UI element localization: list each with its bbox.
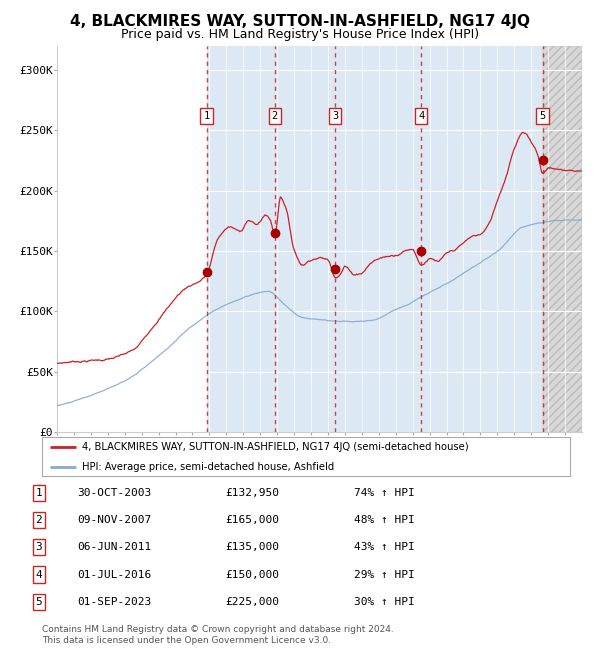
Text: 29% ↑ HPI: 29% ↑ HPI xyxy=(353,569,415,580)
Text: 74% ↑ HPI: 74% ↑ HPI xyxy=(353,488,415,498)
Text: 4: 4 xyxy=(35,569,43,580)
Text: £150,000: £150,000 xyxy=(225,569,279,580)
Text: 4: 4 xyxy=(418,111,424,121)
Text: 3: 3 xyxy=(35,542,43,552)
Text: 01-SEP-2023: 01-SEP-2023 xyxy=(77,597,151,607)
Text: £132,950: £132,950 xyxy=(225,488,279,498)
Text: 43% ↑ HPI: 43% ↑ HPI xyxy=(353,542,415,552)
Text: Price paid vs. HM Land Registry's House Price Index (HPI): Price paid vs. HM Land Registry's House … xyxy=(121,28,479,41)
Bar xyxy=(206,46,542,432)
Bar xyxy=(542,46,582,432)
Text: 09-NOV-2007: 09-NOV-2007 xyxy=(77,515,151,525)
Text: 5: 5 xyxy=(35,597,43,607)
Text: 2: 2 xyxy=(35,515,43,525)
Text: 2: 2 xyxy=(272,111,278,121)
Text: 4, BLACKMIRES WAY, SUTTON-IN-ASHFIELD, NG17 4JQ: 4, BLACKMIRES WAY, SUTTON-IN-ASHFIELD, N… xyxy=(70,14,530,29)
Text: 4, BLACKMIRES WAY, SUTTON-IN-ASHFIELD, NG17 4JQ (semi-detached house): 4, BLACKMIRES WAY, SUTTON-IN-ASHFIELD, N… xyxy=(82,441,468,452)
Text: 48% ↑ HPI: 48% ↑ HPI xyxy=(353,515,415,525)
Text: £225,000: £225,000 xyxy=(225,597,279,607)
Text: £135,000: £135,000 xyxy=(225,542,279,552)
Text: 1: 1 xyxy=(203,111,209,121)
Text: 01-JUL-2016: 01-JUL-2016 xyxy=(77,569,151,580)
Text: Contains HM Land Registry data © Crown copyright and database right 2024.
This d: Contains HM Land Registry data © Crown c… xyxy=(42,625,394,645)
Text: 30% ↑ HPI: 30% ↑ HPI xyxy=(353,597,415,607)
Text: 1: 1 xyxy=(35,488,43,498)
Text: 06-JUN-2011: 06-JUN-2011 xyxy=(77,542,151,552)
Text: 30-OCT-2003: 30-OCT-2003 xyxy=(77,488,151,498)
Text: HPI: Average price, semi-detached house, Ashfield: HPI: Average price, semi-detached house,… xyxy=(82,462,334,472)
Text: 5: 5 xyxy=(539,111,545,121)
Text: 3: 3 xyxy=(332,111,338,121)
Text: £165,000: £165,000 xyxy=(225,515,279,525)
